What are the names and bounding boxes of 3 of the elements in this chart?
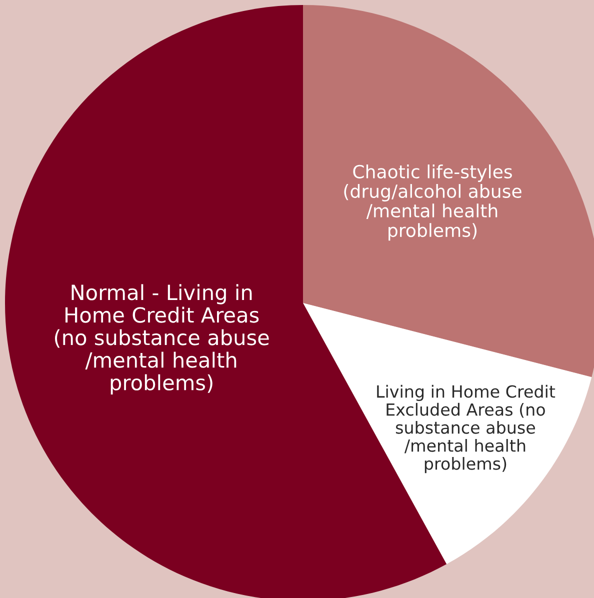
slice-label: Normal - Living in Home Credit Areas (no substance abuse /mental health problems): [54, 284, 269, 394]
slice-label: Living in Home Credit Excluded Areas (no substance abuse /mental health problems): [377, 384, 556, 474]
slice-label: Chaotic life-styles (drug/alcohol abuse /mental health problems): [344, 164, 522, 241]
